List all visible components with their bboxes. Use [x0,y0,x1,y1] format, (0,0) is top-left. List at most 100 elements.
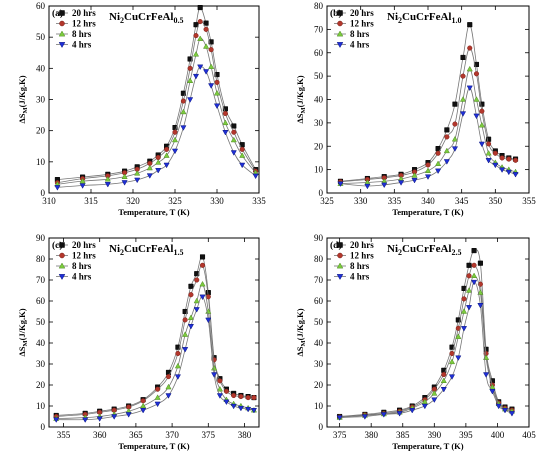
data-point [461,285,467,291]
legend-label: 8 hrs [350,261,370,271]
data-point [435,146,441,152]
data-point [217,378,223,384]
x-axis-label: Temperature, T (K) [118,207,189,217]
data-point [192,51,200,57]
y-tick-label: 90 [36,233,46,243]
series-4-hrs [53,294,258,423]
x-tick-label: 335 [252,196,266,206]
panel-a: 310 315 320 325 330 335 0 10 20 30 40 50 60 Temperatu… [17,1,266,217]
data-point [471,272,478,279]
y-tick-label: 40 [314,95,324,105]
x-tick-label: 390 [428,430,442,440]
legend-marker [336,42,344,49]
data-point [230,150,237,156]
data-point [460,326,468,332]
panel-title: Ni2CuCrFeAl2.5 [387,243,462,257]
y-axis-label: ΔSM(J/Kg.K) [295,75,307,123]
data-point [424,167,432,173]
y-tick-label: 60 [314,296,324,306]
x-tick-label: 395 [459,430,473,440]
data-point [165,369,172,375]
data-point [140,407,147,414]
panel-title: Ni2CuCrFeAl0.5 [109,11,184,25]
data-point [443,159,450,165]
data-point [208,83,215,89]
data-point [197,35,204,41]
legend-label: 20 hrs [72,240,96,250]
series-12-hrs [53,262,257,420]
x-tick-label: 355 [522,196,536,206]
series-12-hrs [337,45,519,185]
data-point [473,113,480,120]
data-point [165,383,172,390]
legend-label: 8 hrs [72,29,92,39]
x-tick-label: 315 [84,196,98,206]
y-tick-label: 90 [314,233,324,243]
data-point [397,180,405,186]
data-point [230,136,237,143]
data-point [237,405,244,412]
y-axis-label: ΔSM(J/Kg.K) [295,308,307,356]
data-point [146,173,153,179]
y-tick-label: 30 [36,95,46,105]
x-tick-label: 405 [522,430,536,440]
data-point [140,402,147,409]
data-point [380,412,387,418]
y-tick-label: 20 [36,126,46,136]
y-tick-label: 10 [36,401,46,411]
x-tick-label: 350 [489,196,503,206]
legend-marker [337,242,343,248]
x-tick-label: 385 [396,430,410,440]
data-point [460,308,468,314]
data-point [182,308,188,315]
data-point [440,377,447,384]
x-tick-label: 325 [168,196,182,206]
data-point [155,386,161,392]
panel-c: 355 360 365 370 375 380 0 10 20 30 40 50 60 70 80 90 Tem… [17,233,260,451]
legend-entry: 12 hrs [56,251,96,261]
data-point [473,96,480,102]
data-point [121,173,128,179]
data-point [455,355,462,361]
data-point [451,146,459,152]
legend-marker [336,30,344,37]
data-point [182,317,188,323]
y-axis-label: ΔSM(J/Kg.K) [17,75,29,123]
panel-d: 375 380 385 390 395 400 4050102030405060708090… [295,233,536,451]
legend-marker [59,252,65,259]
y-tick-label: 10 [36,157,46,167]
data-point [187,314,195,321]
fit-curve [56,264,254,417]
data-point [452,121,458,127]
x-tick-label: 355 [57,430,71,440]
y-tick-label: 0 [41,188,46,198]
data-point [111,414,118,420]
series-8-hrs [54,35,259,187]
data-point [199,280,206,287]
data-point [238,394,244,400]
data-point [188,292,194,298]
data-point [460,54,466,60]
legend-entry: 8 hrs [56,29,92,39]
legend-label: 4 hrs [350,40,370,50]
legend-entry: 4 hrs [334,272,370,282]
data-point [421,403,428,410]
data-point [174,374,181,380]
data-point [208,63,215,69]
data-point [208,47,214,53]
y-tick-label: 80 [314,254,324,264]
y-tick-label: 40 [36,63,46,73]
data-point [466,273,472,279]
data-point [409,407,416,414]
y-tick-label: 20 [314,380,324,390]
panel-label: (a) [52,8,63,19]
data-point [230,403,237,410]
data-point [499,155,505,161]
data-point [435,150,441,156]
panel-title: Ni2CuCrFeAl1.5 [109,243,184,257]
legend-entry: 12 hrs [334,19,374,29]
data-point [140,398,146,404]
data-point [194,277,200,283]
data-point [171,148,179,155]
